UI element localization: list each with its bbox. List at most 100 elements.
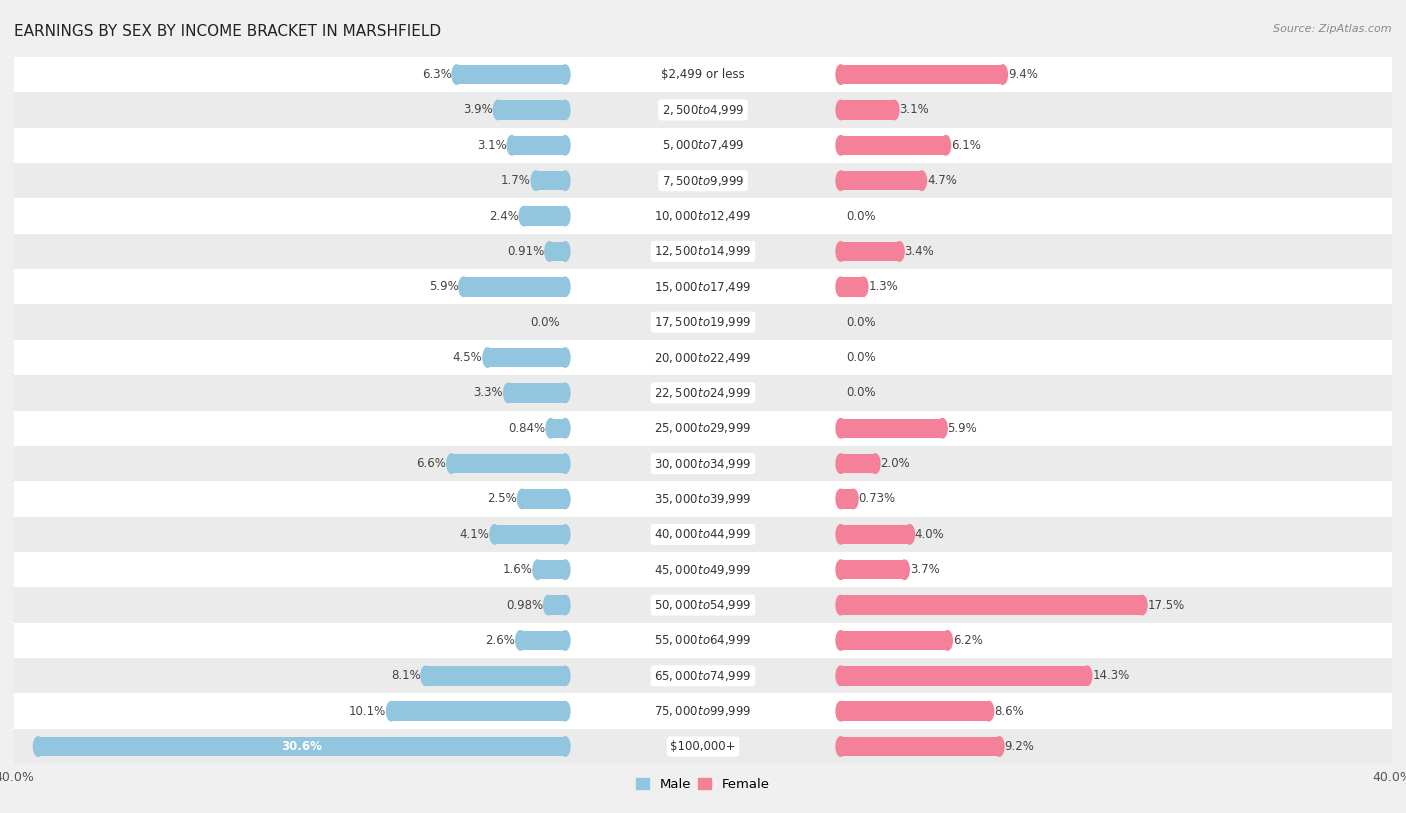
Circle shape <box>531 171 541 190</box>
Text: $35,000 to $39,999: $35,000 to $39,999 <box>654 492 752 506</box>
Text: 0.98%: 0.98% <box>506 598 543 611</box>
Text: 3.7%: 3.7% <box>910 563 939 576</box>
Text: 6.3%: 6.3% <box>422 68 451 81</box>
Circle shape <box>561 65 569 85</box>
Text: 2.0%: 2.0% <box>880 457 910 470</box>
Text: 4.5%: 4.5% <box>453 351 482 364</box>
Bar <box>14 481 1392 517</box>
Bar <box>14 376 1392 411</box>
Circle shape <box>849 489 858 509</box>
Bar <box>495 524 565 544</box>
Circle shape <box>837 241 845 261</box>
Text: 3.3%: 3.3% <box>474 386 503 399</box>
Circle shape <box>837 65 845 85</box>
Text: 3.1%: 3.1% <box>900 103 929 116</box>
Circle shape <box>533 560 543 580</box>
Bar <box>537 560 565 580</box>
Circle shape <box>837 560 845 580</box>
Circle shape <box>544 595 553 615</box>
Circle shape <box>561 560 569 580</box>
Bar <box>509 383 565 402</box>
Bar <box>550 241 565 261</box>
Circle shape <box>494 100 503 120</box>
Bar <box>841 524 910 544</box>
Text: $10,000 to $12,499: $10,000 to $12,499 <box>654 209 752 223</box>
Text: $17,500 to $19,999: $17,500 to $19,999 <box>654 315 752 329</box>
Circle shape <box>837 595 845 615</box>
Circle shape <box>837 100 845 120</box>
Circle shape <box>561 631 569 650</box>
Circle shape <box>451 65 461 85</box>
Text: 8.1%: 8.1% <box>391 669 420 682</box>
Text: 6.6%: 6.6% <box>416 457 446 470</box>
Text: 1.3%: 1.3% <box>869 280 898 293</box>
Text: 1.6%: 1.6% <box>502 563 533 576</box>
Bar <box>841 595 1142 615</box>
Circle shape <box>994 737 1004 756</box>
Circle shape <box>900 560 910 580</box>
Text: Source: ZipAtlas.com: Source: ZipAtlas.com <box>1274 24 1392 34</box>
Circle shape <box>905 524 914 544</box>
Bar <box>426 666 565 685</box>
Circle shape <box>519 207 529 226</box>
Text: 2.6%: 2.6% <box>485 634 515 647</box>
Text: $2,500 to $4,999: $2,500 to $4,999 <box>662 103 744 117</box>
Circle shape <box>447 454 457 473</box>
Bar <box>14 92 1392 128</box>
Bar <box>488 348 565 367</box>
Text: 9.2%: 9.2% <box>1004 740 1035 753</box>
Text: EARNINGS BY SEX BY INCOME BRACKET IN MARSHFIELD: EARNINGS BY SEX BY INCOME BRACKET IN MAR… <box>14 24 441 39</box>
Bar <box>520 631 565 650</box>
Circle shape <box>561 100 569 120</box>
Text: 1.7%: 1.7% <box>501 174 531 187</box>
Text: 9.4%: 9.4% <box>1008 68 1038 81</box>
Text: $22,500 to $24,999: $22,500 to $24,999 <box>654 386 752 400</box>
Circle shape <box>508 136 516 155</box>
Circle shape <box>561 241 569 261</box>
Circle shape <box>837 136 845 155</box>
Circle shape <box>420 666 430 685</box>
Circle shape <box>837 454 845 473</box>
Bar <box>841 65 1002 85</box>
Text: 10.1%: 10.1% <box>349 705 387 718</box>
Text: 0.91%: 0.91% <box>508 245 544 258</box>
Bar <box>841 454 875 473</box>
Text: $7,500 to $9,999: $7,500 to $9,999 <box>662 174 744 188</box>
Circle shape <box>938 419 948 438</box>
Circle shape <box>458 277 468 297</box>
Text: 14.3%: 14.3% <box>1092 669 1129 682</box>
Circle shape <box>484 348 492 367</box>
Bar <box>841 100 894 120</box>
Text: 4.7%: 4.7% <box>927 174 956 187</box>
Bar <box>841 136 946 155</box>
Text: 8.6%: 8.6% <box>994 705 1024 718</box>
Text: $55,000 to $64,999: $55,000 to $64,999 <box>654 633 752 647</box>
Bar <box>457 65 565 85</box>
Text: 3.4%: 3.4% <box>904 245 934 258</box>
Text: 3.9%: 3.9% <box>463 103 494 116</box>
Circle shape <box>561 419 569 438</box>
Text: $45,000 to $49,999: $45,000 to $49,999 <box>654 563 752 576</box>
Bar <box>451 454 565 473</box>
Circle shape <box>561 666 569 685</box>
Text: 5.9%: 5.9% <box>429 280 458 293</box>
Circle shape <box>546 419 555 438</box>
Text: 4.0%: 4.0% <box>915 528 945 541</box>
Circle shape <box>984 702 994 721</box>
Bar <box>14 587 1392 623</box>
Text: $75,000 to $99,999: $75,000 to $99,999 <box>654 704 752 718</box>
Bar <box>536 171 565 190</box>
Text: 0.0%: 0.0% <box>530 315 560 328</box>
Circle shape <box>561 383 569 402</box>
Circle shape <box>837 702 845 721</box>
Bar <box>841 631 948 650</box>
Text: $100,000+: $100,000+ <box>671 740 735 753</box>
Circle shape <box>561 277 569 297</box>
Legend: Male, Female: Male, Female <box>631 773 775 797</box>
Circle shape <box>859 277 868 297</box>
Bar <box>14 340 1392 375</box>
Circle shape <box>1083 666 1092 685</box>
Text: $15,000 to $17,499: $15,000 to $17,499 <box>654 280 752 293</box>
Circle shape <box>503 383 513 402</box>
Circle shape <box>561 737 569 756</box>
